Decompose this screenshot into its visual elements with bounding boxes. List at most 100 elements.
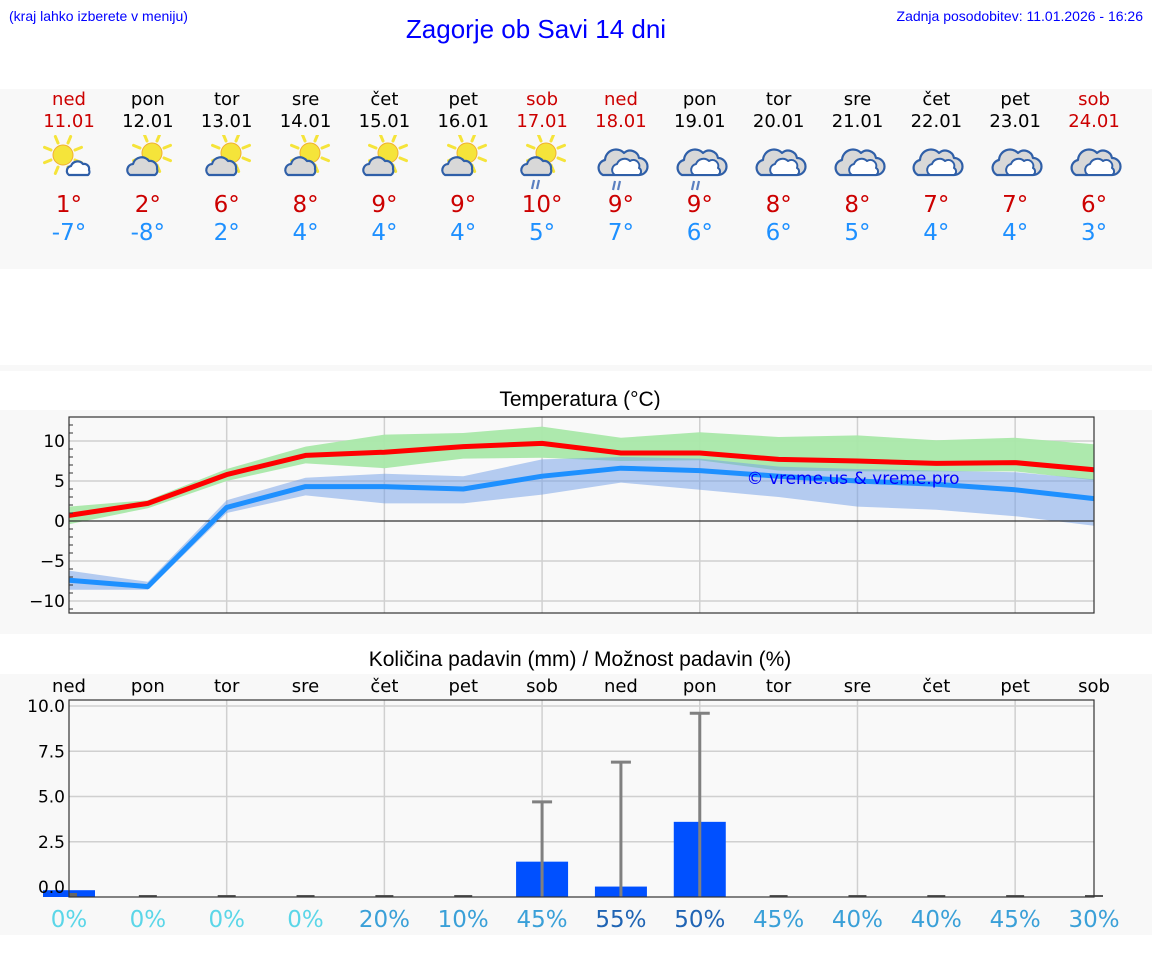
max-temp: 8° bbox=[765, 192, 792, 218]
cloudy-icon bbox=[1070, 148, 1122, 177]
day-date: 16.01 bbox=[437, 111, 490, 132]
day-column: sob 24.01 6° 3° bbox=[1055, 89, 1133, 247]
y-tick-label: 7.5 bbox=[38, 742, 65, 762]
max-temp: 2° bbox=[134, 192, 161, 218]
day-name: pet bbox=[1000, 89, 1030, 110]
precip-probability: 0% bbox=[287, 907, 324, 933]
precip-probability: 40% bbox=[832, 907, 883, 933]
day-column: pon 19.01 9° 6° bbox=[661, 89, 739, 247]
precip-day-label: pet bbox=[1000, 676, 1030, 697]
precip-probability: 40% bbox=[911, 907, 962, 933]
max-temp: 6° bbox=[1080, 192, 1108, 218]
partly-cloudy-icon bbox=[362, 135, 409, 177]
cloudy-rain-icon bbox=[597, 148, 649, 191]
min-temp: 4° bbox=[923, 220, 950, 246]
precip-day-label: pon bbox=[131, 676, 165, 697]
day-date: 14.01 bbox=[279, 111, 332, 132]
partly-cloudy-icon bbox=[204, 135, 251, 177]
day-name: pon bbox=[130, 89, 165, 110]
spacer bbox=[0, 365, 1152, 371]
day-column: pet 16.01 9° 4° bbox=[424, 89, 502, 247]
day-column: sre 14.01 8° 4° bbox=[267, 89, 345, 247]
min-temp: 4° bbox=[371, 220, 398, 246]
day-column: sob 17.01 10° 5° bbox=[503, 89, 581, 247]
day-name: sre bbox=[291, 89, 320, 110]
precip-day-label: ned bbox=[604, 676, 638, 697]
precip-probability: 45% bbox=[990, 907, 1041, 933]
last-update: Zadnja posodobitev: 11.01.2026 - 16:26 bbox=[896, 8, 1143, 24]
max-temp: 8° bbox=[844, 192, 871, 218]
y-tick-label: 0.0 bbox=[38, 878, 65, 898]
y-tick-label: 0 bbox=[54, 512, 65, 532]
day-date: 18.01 bbox=[595, 111, 647, 132]
day-column: ned 11.01 1° -7° bbox=[30, 89, 108, 247]
precip-day-label: sob bbox=[526, 676, 558, 697]
day-name: čet bbox=[922, 89, 951, 110]
min-temp: 4° bbox=[1002, 220, 1029, 246]
temperature-chart-title: Temperatura (°C) bbox=[499, 388, 661, 411]
day-date: 23.01 bbox=[989, 111, 1041, 132]
precip-day-label: pon bbox=[683, 676, 717, 697]
temperature-chart: −10 −5 0 5 10 © vreme.us & vreme.pro bbox=[0, 410, 1152, 634]
precip-probability: 0% bbox=[51, 907, 88, 933]
day-name: tor bbox=[765, 89, 792, 110]
day-name: ned bbox=[603, 89, 638, 110]
y-tick-label: −10 bbox=[29, 592, 65, 612]
max-temp: 1° bbox=[55, 192, 83, 218]
day-name: sob bbox=[526, 89, 558, 110]
day-date: 22.01 bbox=[910, 111, 963, 132]
max-temp: 9° bbox=[450, 192, 477, 218]
precip-probability: 30% bbox=[1068, 907, 1119, 933]
precip-day-label: pet bbox=[448, 676, 478, 697]
day-name: sob bbox=[1078, 89, 1110, 110]
precipitation-chart: ned pon tor sre čet pet sob ned pon tor sre čet pet s… bbox=[0, 674, 1152, 935]
precip-day-label: tor bbox=[766, 676, 792, 697]
day-column: čet 22.01 7° 4° bbox=[897, 89, 975, 247]
cloudy-icon bbox=[755, 148, 807, 177]
sun-with-small-cloud-icon bbox=[43, 135, 91, 177]
precip-chart-title: Količina padavin (mm) / Možnost padavin … bbox=[368, 648, 792, 671]
cloudy-icon bbox=[991, 148, 1043, 177]
y-tick-label: −5 bbox=[40, 552, 65, 572]
day-date: 19.01 bbox=[674, 111, 726, 132]
page-title: Zagorje ob Savi 14 dni bbox=[405, 14, 667, 44]
day-name: tor bbox=[213, 89, 240, 110]
day-column: pon 12.01 2° -8° bbox=[109, 89, 187, 247]
y-tick-label: 5.0 bbox=[38, 788, 65, 808]
max-temp: 10° bbox=[521, 192, 563, 218]
day-name: sre bbox=[843, 89, 872, 110]
precipitation-chart-svg: ned pon tor sre čet pet sob ned pon tor sre čet pet s… bbox=[27, 676, 1119, 933]
day-column: pet 23.01 7° 4° bbox=[976, 89, 1054, 247]
day-name: ned bbox=[52, 89, 86, 110]
precip-day-label: sre bbox=[292, 676, 319, 697]
day-date: 21.01 bbox=[831, 111, 884, 132]
precip-day-label: sob bbox=[1078, 676, 1110, 697]
precip-probability: 50% bbox=[674, 907, 725, 933]
min-temp: 3° bbox=[1080, 220, 1108, 246]
min-temp: 7° bbox=[607, 220, 634, 246]
y-tick-label: 2.5 bbox=[38, 833, 65, 853]
day-date: 20.01 bbox=[752, 111, 805, 132]
precip-probability: 20% bbox=[359, 907, 410, 933]
min-temp: 4° bbox=[292, 220, 319, 246]
min-temp: 4° bbox=[450, 220, 477, 246]
day-column: čet 15.01 9° 4° bbox=[345, 89, 423, 247]
precip-day-label: ned bbox=[52, 676, 86, 697]
location-hint: (kraj lahko izberete v meniju) bbox=[9, 8, 188, 24]
partly-cloudy-icon bbox=[283, 135, 330, 177]
cloudy-rain-icon bbox=[676, 148, 728, 191]
max-temp: 9° bbox=[607, 192, 634, 218]
precip-probability: 0% bbox=[130, 907, 167, 933]
daily-forecast-strip: ned 11.01 1° -7° pon 12.01 2° -8° tor 13.01 6° 2° sr… bbox=[0, 89, 1152, 269]
max-temp: 8° bbox=[292, 192, 319, 218]
precip-day-label: čet bbox=[370, 676, 398, 697]
day-date: 11.01 bbox=[43, 111, 95, 132]
precip-day-label: čet bbox=[922, 676, 950, 697]
min-temp: 2° bbox=[213, 220, 240, 246]
day-column: ned 18.01 9° 7° bbox=[582, 89, 660, 247]
precip-probability: 45% bbox=[517, 907, 568, 933]
precip-probability: 55% bbox=[595, 907, 646, 933]
max-temp: 7° bbox=[1002, 192, 1029, 218]
day-name: pet bbox=[448, 89, 479, 110]
max-temp: 7° bbox=[923, 192, 950, 218]
